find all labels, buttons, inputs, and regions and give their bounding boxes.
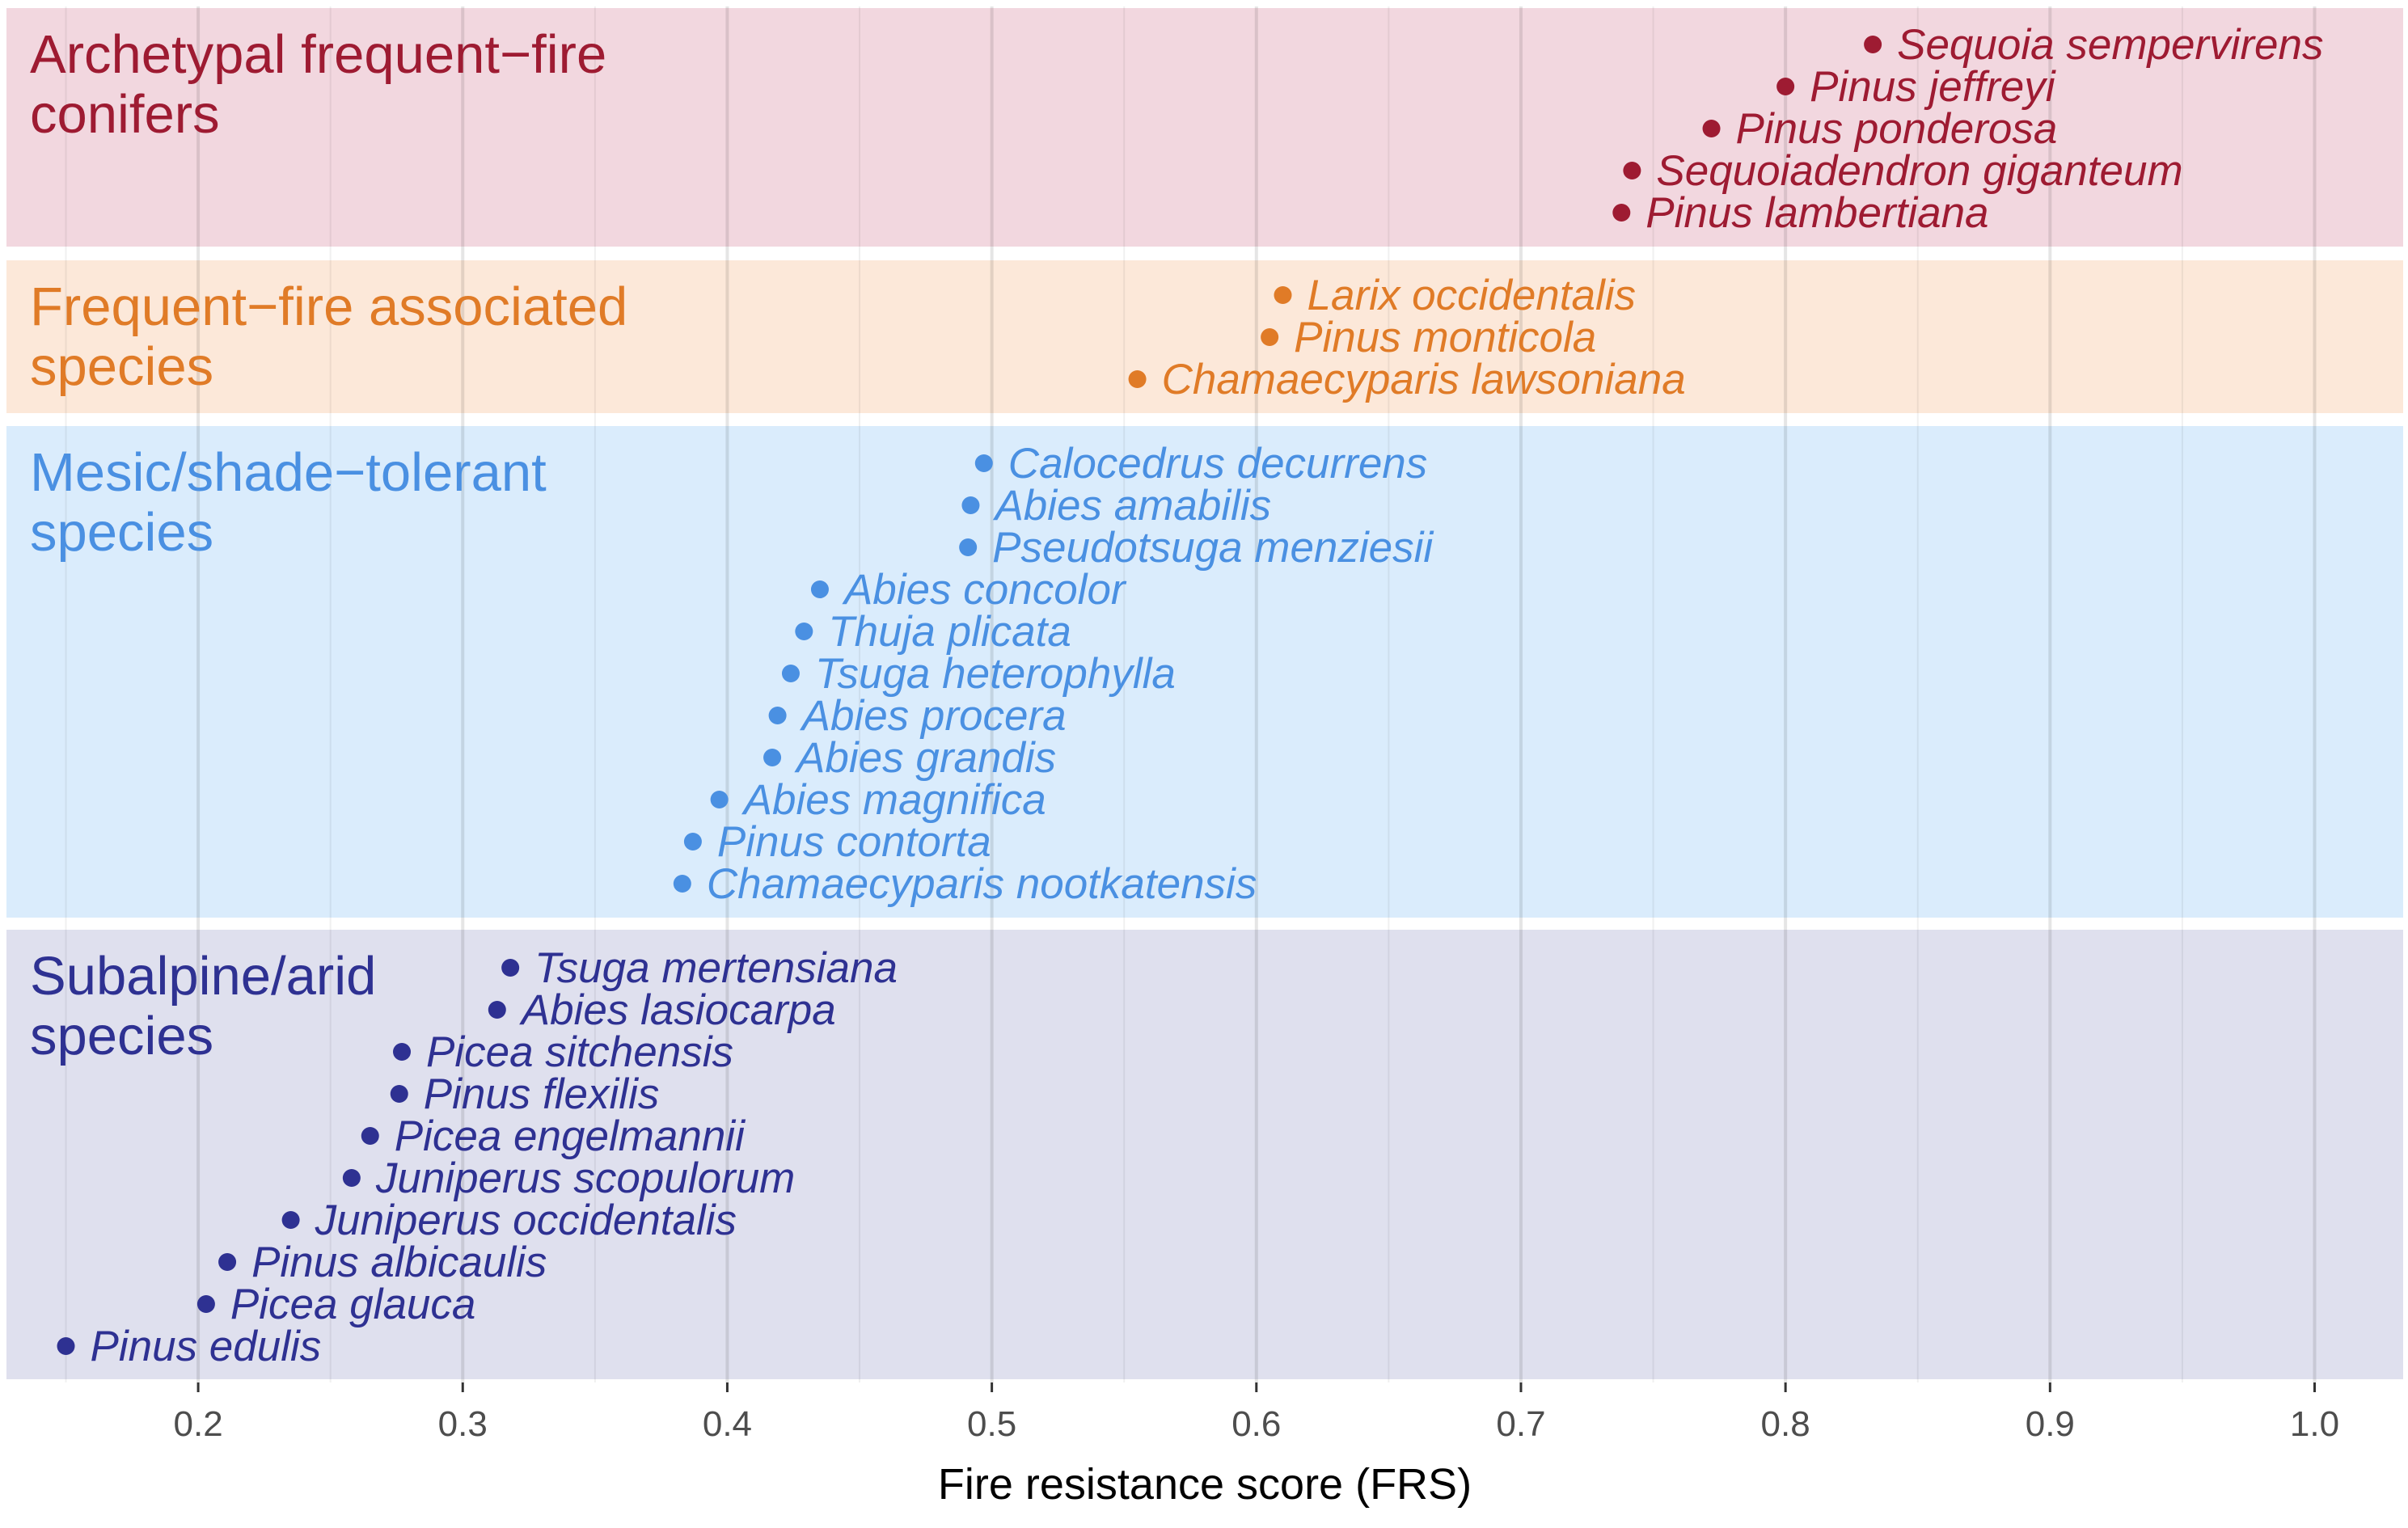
species-point [683, 833, 702, 851]
group-label: Subalpine/arid [30, 946, 376, 1007]
group-label: species [30, 502, 213, 563]
x-tick-label: 0.7 [1496, 1404, 1545, 1444]
group-label: Mesic/shade−tolerant [30, 442, 547, 503]
species-point [959, 538, 978, 556]
species-point [1864, 36, 1882, 53]
species-point [488, 1001, 506, 1019]
group-band [6, 426, 2403, 918]
group-label: conifers [30, 84, 220, 145]
species-point [1612, 204, 1631, 222]
group-band [6, 8, 2403, 247]
x-tick-label: 0.4 [703, 1404, 752, 1444]
group-label: Archetypal frequent−fire [30, 24, 606, 85]
species-label: Pinus monticola [1294, 314, 1596, 361]
species-label: Abies amabilis [992, 482, 1271, 530]
species-label: Abies grandis [794, 734, 1056, 782]
species-label: Pinus lambertiana [1645, 189, 1988, 237]
x-tick-label: 0.3 [438, 1404, 488, 1444]
x-tick-label: 0.5 [967, 1404, 1016, 1444]
species-point [218, 1253, 237, 1271]
group-label: species [30, 1006, 213, 1066]
species-label: Tsuga heterophylla [815, 650, 1176, 698]
species-point [768, 707, 787, 724]
species-point [961, 496, 980, 514]
group-band [6, 930, 2403, 1379]
species-label: Pseudotsuga menziesii [992, 524, 1434, 572]
species-point [393, 1043, 412, 1061]
species-point [1128, 370, 1147, 388]
x-axis-title: Fire resistance score (FRS) [938, 1460, 1472, 1509]
species-point [361, 1127, 379, 1145]
grid-lines [65, 6, 2317, 1382]
species-label: Calocedrus decurrens [1008, 440, 1427, 488]
species-label: Sequoia sempervirens [1897, 21, 2323, 69]
species-label: Thuja plicata [828, 608, 1071, 656]
species-point [1261, 328, 1279, 346]
species-label: Pinus flexilis [424, 1070, 660, 1118]
species-point [196, 1295, 215, 1313]
species-label: Pinus ponderosa [1736, 105, 2058, 153]
species-label: Tsuga mertensiana [534, 944, 898, 992]
species-point [57, 1337, 75, 1355]
species-label: Picea sitchensis [426, 1028, 733, 1076]
species-point [763, 749, 782, 766]
species-label: Abies concolor [842, 566, 1127, 614]
species-label: Chamaecyparis lawsoniana [1162, 356, 1686, 403]
species-point [810, 580, 829, 598]
species-label: Abies magnifica [741, 776, 1046, 824]
x-tick-label: 0.8 [1761, 1404, 1810, 1444]
species-label: Pinus edulis [91, 1323, 322, 1370]
species-label: Chamaecyparis nootkatensis [707, 860, 1257, 908]
x-axis: 0.2 0.3 0.4 0.5 0.6 0.7 0.8 0.9 1.0 [174, 1382, 2339, 1444]
species-label: Sequoiadendron giganteum [1656, 147, 2182, 195]
group-label: Frequent−fire associated [30, 276, 627, 337]
species-point [1702, 120, 1721, 137]
group-band [6, 260, 2403, 413]
species-label: Picea glauca [230, 1281, 475, 1328]
x-tick-label: 0.6 [1231, 1404, 1281, 1444]
species-point [390, 1085, 408, 1103]
species-label: Pinus albicaulis [251, 1239, 547, 1286]
group-label: species [30, 336, 213, 397]
species-label: Juniperus scopulorum [375, 1154, 795, 1202]
x-tick-label: 1.0 [2290, 1404, 2339, 1444]
species-label: Larix occidentalis [1308, 272, 1637, 319]
species-point [795, 623, 813, 640]
species-point [342, 1169, 361, 1187]
species-point [974, 454, 993, 472]
species-point [501, 959, 520, 977]
species-point [673, 875, 691, 893]
species-point [1776, 78, 1795, 95]
group-bands [6, 8, 2403, 1379]
species-point [281, 1211, 300, 1229]
species-points [57, 36, 1882, 1355]
species-point [781, 665, 800, 682]
x-tick-label: 0.2 [174, 1404, 223, 1444]
species-label: Picea engelmannii [395, 1112, 746, 1160]
species-point [710, 791, 729, 808]
species-label: Pinus contorta [717, 818, 991, 866]
species-label: Pinus jeffreyi [1810, 63, 2056, 111]
species-label: Abies procera [800, 692, 1067, 740]
x-tick-label: 0.9 [2026, 1404, 2075, 1444]
species-point [1623, 162, 1641, 179]
species-label: Juniperus occidentalis [315, 1197, 737, 1244]
species-point [1274, 286, 1292, 304]
species-label: Abies lasiocarpa [519, 986, 836, 1034]
